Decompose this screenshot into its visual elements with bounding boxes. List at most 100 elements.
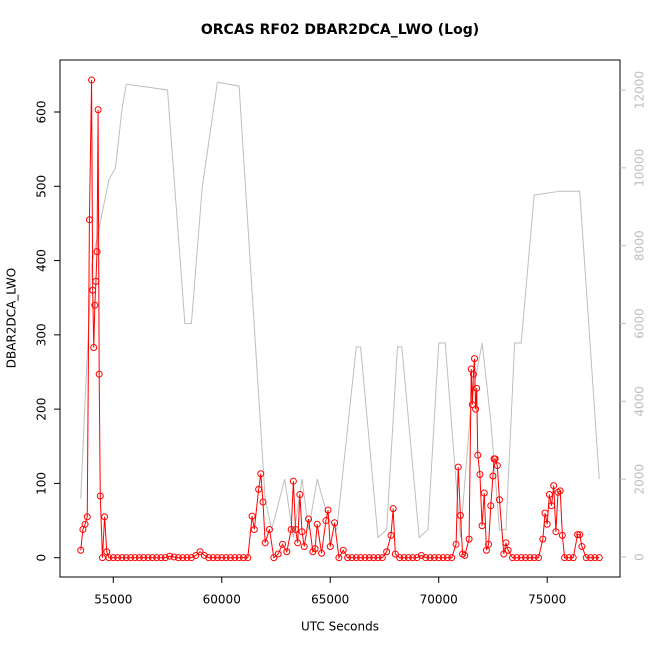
data-point — [561, 554, 569, 562]
y2-tick-label: 4000 — [633, 386, 647, 417]
data-point — [205, 554, 213, 562]
data-point — [331, 519, 339, 527]
data-point — [148, 554, 156, 562]
y2-tick-label: 8000 — [633, 230, 647, 261]
data-point — [595, 554, 603, 562]
data-point — [535, 554, 543, 562]
data-point — [396, 554, 404, 562]
data-point — [261, 539, 269, 547]
y-tick-label: 0 — [35, 554, 49, 562]
data-point — [92, 277, 100, 285]
data-point — [474, 451, 482, 459]
data-point — [454, 463, 462, 471]
data-point — [131, 554, 139, 562]
data-point — [365, 554, 373, 562]
data-point — [409, 554, 417, 562]
y-tick-label: 400 — [35, 249, 49, 272]
data-point — [248, 512, 256, 520]
data-point — [318, 549, 326, 557]
y2-tick-label: 2000 — [633, 464, 647, 495]
data-point — [218, 554, 226, 562]
x-tick-label: 75000 — [528, 593, 566, 607]
data-point — [94, 106, 102, 114]
y2-tick-label: 12000 — [633, 71, 647, 109]
data-point — [174, 554, 182, 562]
data-point — [326, 543, 334, 551]
y-axis-label: DBAR2DCA_LWO — [5, 268, 19, 368]
data-point — [482, 546, 490, 554]
data-point — [85, 216, 93, 224]
data-point — [192, 551, 200, 559]
data-point — [471, 355, 479, 363]
data-point — [77, 546, 85, 554]
data-point — [541, 509, 549, 517]
data-point — [289, 477, 297, 485]
data-point — [574, 531, 582, 539]
data-point — [448, 554, 456, 562]
data-point — [226, 554, 234, 562]
data-point — [91, 301, 99, 309]
data-point — [569, 554, 577, 562]
data-point — [344, 554, 352, 562]
data-point — [255, 485, 263, 493]
data-point — [265, 525, 273, 533]
data-point — [387, 531, 395, 539]
data-point — [127, 554, 135, 562]
data-point — [209, 554, 217, 562]
data-point — [95, 370, 103, 378]
data-point — [294, 539, 302, 547]
data-point — [144, 554, 152, 562]
data-point — [426, 554, 434, 562]
y-tick-label: 500 — [35, 175, 49, 198]
data-point — [183, 554, 191, 562]
x-axis-label: UTC Seconds — [301, 620, 379, 634]
data-point — [587, 554, 595, 562]
data-point — [348, 554, 356, 562]
y-tick-label: 600 — [35, 101, 49, 124]
data-point — [135, 554, 143, 562]
data-point — [493, 462, 501, 470]
data-point — [578, 543, 586, 551]
data-point — [556, 487, 564, 495]
data-point — [90, 343, 98, 351]
y2-tick-label: 0 — [633, 553, 647, 561]
y2-tick-label: 6000 — [633, 308, 647, 339]
data-point — [422, 554, 430, 562]
y-tick-label: 100 — [35, 472, 49, 495]
data-point — [374, 554, 382, 562]
data-point — [279, 540, 287, 548]
data-point — [417, 551, 425, 559]
data-point — [352, 554, 360, 562]
data-point — [259, 498, 267, 506]
data-point — [140, 554, 148, 562]
data-point — [244, 554, 252, 562]
data-point — [504, 546, 512, 554]
data-point — [508, 554, 516, 562]
data-point — [157, 554, 165, 562]
data-point — [389, 505, 397, 513]
data-point — [187, 554, 195, 562]
data-point — [298, 528, 306, 536]
data-point — [565, 554, 573, 562]
data-point — [322, 517, 330, 525]
data-point — [487, 502, 495, 510]
data-point — [98, 554, 106, 562]
data-point — [118, 554, 126, 562]
data-point — [413, 554, 421, 562]
data-point — [476, 470, 484, 478]
data-point — [543, 520, 551, 528]
data-point — [335, 554, 343, 562]
data-point — [239, 554, 247, 562]
data-point — [370, 554, 378, 562]
data-point — [472, 405, 480, 413]
data-point — [270, 554, 278, 562]
y-tick-label: 200 — [35, 398, 49, 421]
data-point — [153, 554, 161, 562]
data-point — [101, 513, 109, 521]
data-point — [461, 551, 469, 559]
data-point — [324, 506, 332, 514]
data-point — [582, 554, 590, 562]
data-point — [521, 554, 529, 562]
data-point — [456, 511, 464, 519]
